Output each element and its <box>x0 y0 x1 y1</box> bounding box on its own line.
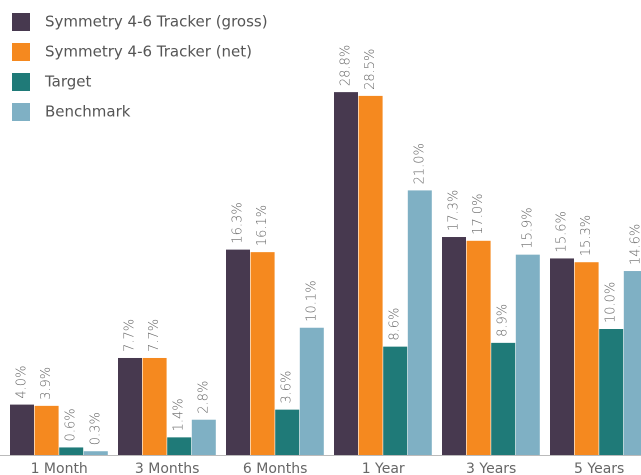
legend-label: Symmetry 4-6 Tracker (net) <box>45 43 252 61</box>
x-tick-label: 3 Months <box>135 461 200 475</box>
value-label: 15.3% <box>579 215 594 256</box>
bar <box>142 357 167 455</box>
bar <box>10 404 34 455</box>
x-tick-label: 1 Month <box>31 461 88 475</box>
bar <box>574 262 599 455</box>
value-label: 8.9% <box>496 304 511 337</box>
x-tick-label: 3 Years <box>466 461 516 475</box>
value-label: 17.0% <box>471 193 486 234</box>
bar <box>167 437 192 455</box>
value-label: 14.6% <box>628 224 641 265</box>
bar <box>623 271 641 455</box>
bar <box>383 346 408 455</box>
value-label: 16.3% <box>231 202 246 243</box>
bar <box>599 329 624 455</box>
bar <box>466 240 491 455</box>
x-tick-label: 5 Years <box>574 461 624 475</box>
bar <box>59 447 84 455</box>
value-label: 28.8% <box>339 45 354 86</box>
legend-label: Symmetry 4-6 Tracker (gross) <box>45 13 268 31</box>
legend-swatch <box>12 73 30 91</box>
bar <box>83 451 108 455</box>
bar <box>299 327 324 455</box>
value-label: 10.0% <box>604 282 619 323</box>
bar <box>358 95 383 456</box>
bar <box>191 419 216 455</box>
bar <box>226 249 250 455</box>
value-label: 3.6% <box>280 371 295 404</box>
bar <box>515 254 540 455</box>
bar <box>118 357 142 455</box>
value-label: 7.7% <box>123 319 138 352</box>
bar <box>407 190 432 455</box>
value-label: 15.6% <box>555 211 570 252</box>
value-label: 17.3% <box>447 190 462 231</box>
value-label: 1.4% <box>172 398 187 431</box>
value-label: 2.8% <box>196 381 211 414</box>
legend-swatch <box>12 13 30 31</box>
bar <box>442 237 466 455</box>
value-label: 10.1% <box>304 280 319 321</box>
value-label: 3.9% <box>39 367 54 400</box>
x-tick-label: 1 Year <box>362 461 405 475</box>
bar <box>334 92 358 456</box>
legend-swatch <box>12 43 30 61</box>
legend-swatch <box>12 103 30 121</box>
x-tick-label: 6 Months <box>243 461 308 475</box>
value-label: 28.5% <box>363 49 378 90</box>
value-label: 21.0% <box>412 143 427 184</box>
legend-label: Benchmark <box>45 103 131 121</box>
value-label: 15.9% <box>520 207 535 248</box>
value-label: 8.6% <box>388 308 403 341</box>
value-label: 0.3% <box>88 412 103 445</box>
legend-label: Target <box>44 73 92 91</box>
bar <box>34 405 59 455</box>
value-label: 4.0% <box>15 366 30 399</box>
bar <box>550 258 574 455</box>
bar <box>275 409 300 455</box>
value-label: 16.1% <box>255 205 270 246</box>
value-label: 0.6% <box>64 408 79 441</box>
bar <box>491 342 516 455</box>
value-label: 7.7% <box>147 319 162 352</box>
bar <box>250 252 275 455</box>
